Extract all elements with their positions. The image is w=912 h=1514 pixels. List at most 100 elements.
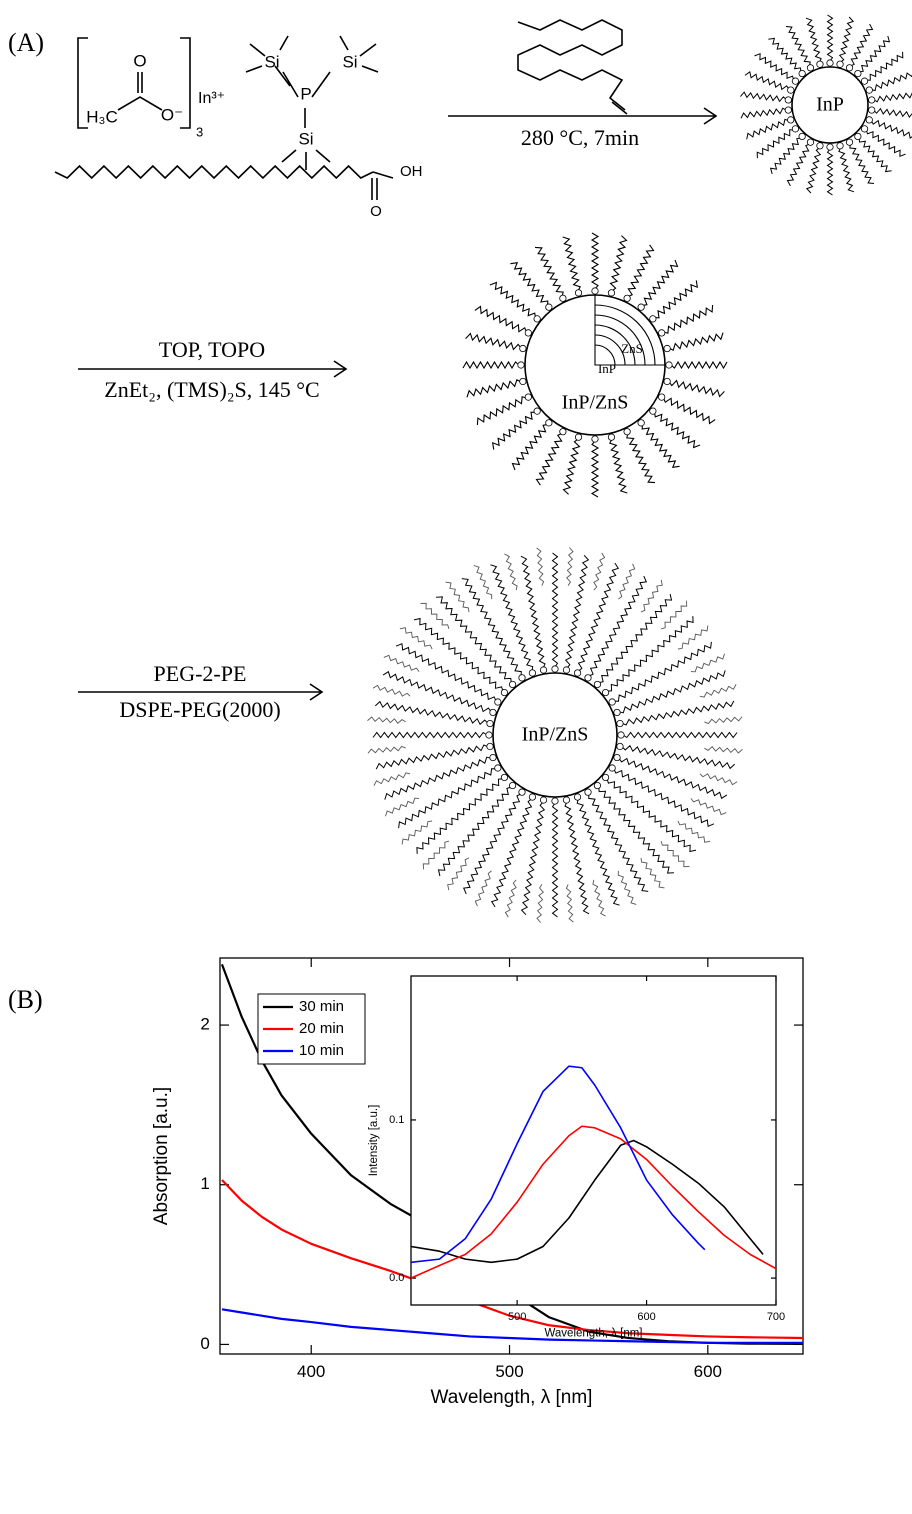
ligand-head xyxy=(836,142,844,150)
peg-chain xyxy=(660,600,688,630)
ligand-head xyxy=(658,329,666,337)
panel-label: (B) xyxy=(8,985,43,1014)
ligand-head xyxy=(601,688,610,697)
x-tick-label: 600 xyxy=(694,1362,722,1381)
peg-chain xyxy=(640,857,665,889)
ligand xyxy=(413,617,504,692)
peg-chain xyxy=(704,716,743,725)
bond xyxy=(517,19,628,115)
ligand xyxy=(534,246,564,297)
ligand-head xyxy=(658,393,666,401)
ligand xyxy=(466,379,522,398)
peg-chain xyxy=(367,745,406,754)
ligand xyxy=(744,71,790,91)
ligand xyxy=(564,554,590,669)
atom-label: 3 xyxy=(196,124,203,139)
ligand-head xyxy=(574,433,583,441)
ligand xyxy=(805,17,822,63)
ligand-head xyxy=(607,289,616,297)
ligand-head xyxy=(860,77,869,85)
shell-label: ZnS xyxy=(621,341,643,356)
ligand xyxy=(609,438,628,494)
ligand xyxy=(577,562,620,672)
x-tick-label: 500 xyxy=(495,1362,523,1381)
ligand xyxy=(564,801,590,915)
ligand-head xyxy=(489,708,497,717)
nanocrystal xyxy=(791,66,869,144)
x-tick-label: 500 xyxy=(508,1311,526,1323)
peg-chain xyxy=(565,884,574,923)
ligand-head xyxy=(517,361,525,369)
ligand xyxy=(866,51,904,81)
arrow xyxy=(78,683,324,701)
ligand-head xyxy=(791,125,800,133)
ligand xyxy=(618,757,728,800)
ligand xyxy=(769,137,801,175)
peg-chain xyxy=(474,870,492,907)
ligand-head xyxy=(663,344,671,353)
ligand xyxy=(492,411,536,450)
peg-chain xyxy=(704,746,743,754)
peg-chain xyxy=(566,547,574,586)
peg-chain xyxy=(447,857,470,891)
peg-chain xyxy=(383,654,420,672)
atom-label: H₃C xyxy=(86,107,117,126)
peg-chain xyxy=(660,840,690,868)
ligand-head xyxy=(545,419,553,427)
ligand-head xyxy=(623,294,631,302)
ligand xyxy=(551,802,559,918)
ligand-head xyxy=(663,377,671,386)
ligand xyxy=(437,786,512,877)
ligand xyxy=(462,360,520,370)
arrow xyxy=(448,107,718,125)
ligand-head xyxy=(845,64,854,72)
ligand xyxy=(627,244,655,298)
ligand xyxy=(590,232,600,290)
ligand xyxy=(670,360,728,370)
ligand xyxy=(490,564,534,672)
ligand xyxy=(511,423,548,471)
ligand xyxy=(562,438,581,495)
ligand-head xyxy=(613,753,621,762)
bond xyxy=(117,72,163,111)
ligand xyxy=(662,397,716,425)
ligand-head xyxy=(539,796,548,804)
peg-chain xyxy=(536,884,544,923)
ligand-head xyxy=(860,125,869,133)
ligand xyxy=(668,379,725,398)
ligand xyxy=(805,147,822,194)
ligand xyxy=(609,235,628,292)
ligand-head xyxy=(494,764,502,772)
ligand xyxy=(850,23,874,67)
data-line xyxy=(410,1065,706,1264)
ligand-head xyxy=(665,361,673,369)
atom-label: P xyxy=(300,84,311,103)
ligand-head xyxy=(545,303,553,311)
ligand xyxy=(754,52,795,81)
ligand xyxy=(622,731,738,739)
ligand xyxy=(838,16,855,63)
data-line xyxy=(410,1125,777,1279)
ligand-head xyxy=(559,428,567,436)
ligand-head xyxy=(551,665,559,673)
ligand-head xyxy=(784,106,792,114)
ligand xyxy=(838,147,855,193)
ligand-head xyxy=(865,86,873,94)
arrow xyxy=(78,360,348,378)
ligand xyxy=(465,332,522,351)
ligand xyxy=(461,578,522,677)
ligand-head xyxy=(791,77,800,85)
ligand-head xyxy=(593,680,602,689)
ligand xyxy=(588,575,648,677)
peg-chain xyxy=(504,879,517,918)
ligand-head xyxy=(787,116,795,124)
ligand xyxy=(746,118,790,140)
ligand xyxy=(590,440,600,498)
step-label: TOP, TOPO xyxy=(159,337,265,362)
particle-label: InP/ZnS xyxy=(522,724,589,746)
bond xyxy=(371,171,394,200)
ligand-head xyxy=(584,788,592,796)
ligand-head xyxy=(500,773,509,782)
peg-chain xyxy=(592,879,606,917)
